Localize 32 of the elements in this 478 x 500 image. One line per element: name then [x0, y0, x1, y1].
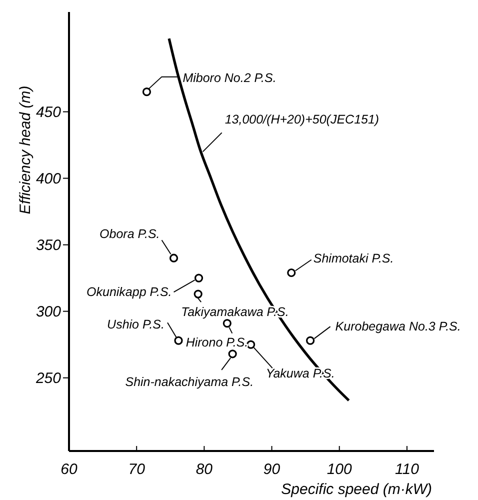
annotation: Hirono P.S. [186, 335, 248, 350]
point [169, 254, 178, 262]
point [194, 274, 204, 282]
annotation: Miboro No.2 P.S. [182, 70, 276, 85]
point [142, 88, 152, 96]
point [194, 290, 202, 298]
x-tick-label: 90 [263, 461, 281, 478]
annotation: Shin-nakachiyama P.S. [125, 374, 254, 389]
y-tick-label: 450 [36, 104, 62, 121]
annotation: Kurobegawa No.3 P.S. [335, 320, 461, 334]
point [174, 336, 183, 345]
y-tick-label: 300 [36, 303, 62, 320]
point [246, 340, 256, 349]
point [222, 318, 232, 328]
annotation: Obora P.S. [100, 227, 160, 242]
point [287, 268, 296, 278]
x-tick-label: 110 [395, 461, 420, 478]
x-tick-label: 100 [326, 461, 353, 478]
x-tick-label: 80 [196, 461, 214, 478]
annotation: Okunikapp P.S. [86, 285, 172, 300]
annotation: Shimotaki P.S. [313, 252, 394, 266]
annotation: Ushio P.S. [107, 318, 164, 332]
y-axis-title: Efficiency head (m) [17, 86, 34, 214]
y-tick-label: 250 [34, 370, 62, 387]
x-axis-title: Specific speed (m·kW) [281, 481, 432, 498]
y-tick-label: 400 [36, 170, 62, 188]
point [306, 336, 315, 345]
x-tick-label: 60 [60, 461, 78, 478]
point [228, 350, 237, 358]
x-tick-label: 70 [128, 461, 146, 478]
y-tick-label: 350 [36, 236, 62, 254]
annotation: 13,000/(H+20)+50(JEC151) [224, 112, 380, 127]
